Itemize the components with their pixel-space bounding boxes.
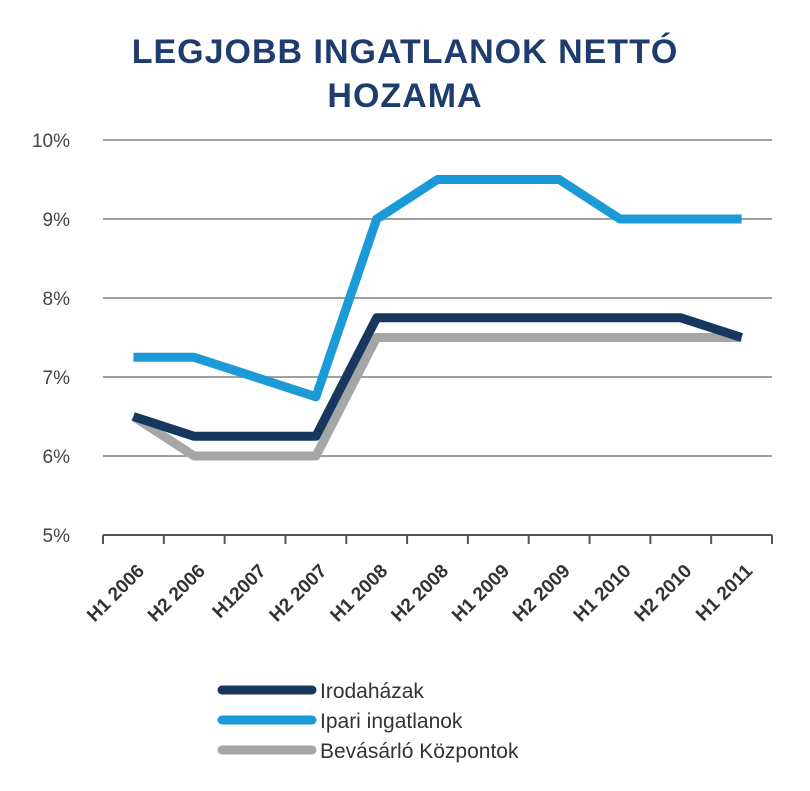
legend-label: Irodaházak xyxy=(320,680,424,703)
x-tick-label: H12007 xyxy=(209,561,271,623)
series-line xyxy=(132,313,743,441)
chart-title: LEGJOBB INGATLANOK NETTÓ HOZAMA xyxy=(0,30,810,118)
chart-title-line-1: LEGJOBB INGATLANOK NETTÓ xyxy=(131,33,679,71)
legend-label: Ipari ingatlanok xyxy=(320,710,463,733)
y-tick-label: 8% xyxy=(43,289,71,310)
x-tick-label: H2 2008 xyxy=(387,561,453,627)
y-tick-label: 9% xyxy=(43,210,71,231)
legend-label: Bevásárló Központok xyxy=(320,740,519,763)
y-tick-label: 10% xyxy=(32,131,70,152)
y-tick-label: 7% xyxy=(43,368,71,389)
x-tick-label: H2 2007 xyxy=(266,561,332,627)
gridlines xyxy=(103,139,772,457)
x-tick-label: H2 2009 xyxy=(509,561,575,627)
chart-title-line-2: HOZAMA xyxy=(327,77,483,115)
x-tick-label: H2 2006 xyxy=(144,561,210,627)
x-tick-label: H2 2010 xyxy=(631,561,697,627)
y-axis-ticks: 5% 6% 7% 8% 9% 10% xyxy=(32,131,70,547)
series-line xyxy=(133,175,742,402)
series-lines xyxy=(130,175,743,461)
x-tick-label: H1 2011 xyxy=(692,560,757,625)
y-tick-label: 6% xyxy=(43,447,71,468)
y-tick-label: 5% xyxy=(43,526,71,547)
x-tick-label: H1 2009 xyxy=(448,561,514,627)
x-tick-label: H1 2006 xyxy=(83,561,149,627)
x-tick-label: H1 2008 xyxy=(327,561,393,627)
series-line xyxy=(130,333,742,461)
legend: Irodaházak Ipari ingatlanok Bevásárló Közp… xyxy=(217,680,519,763)
x-tick-label: H1 2010 xyxy=(570,561,636,627)
